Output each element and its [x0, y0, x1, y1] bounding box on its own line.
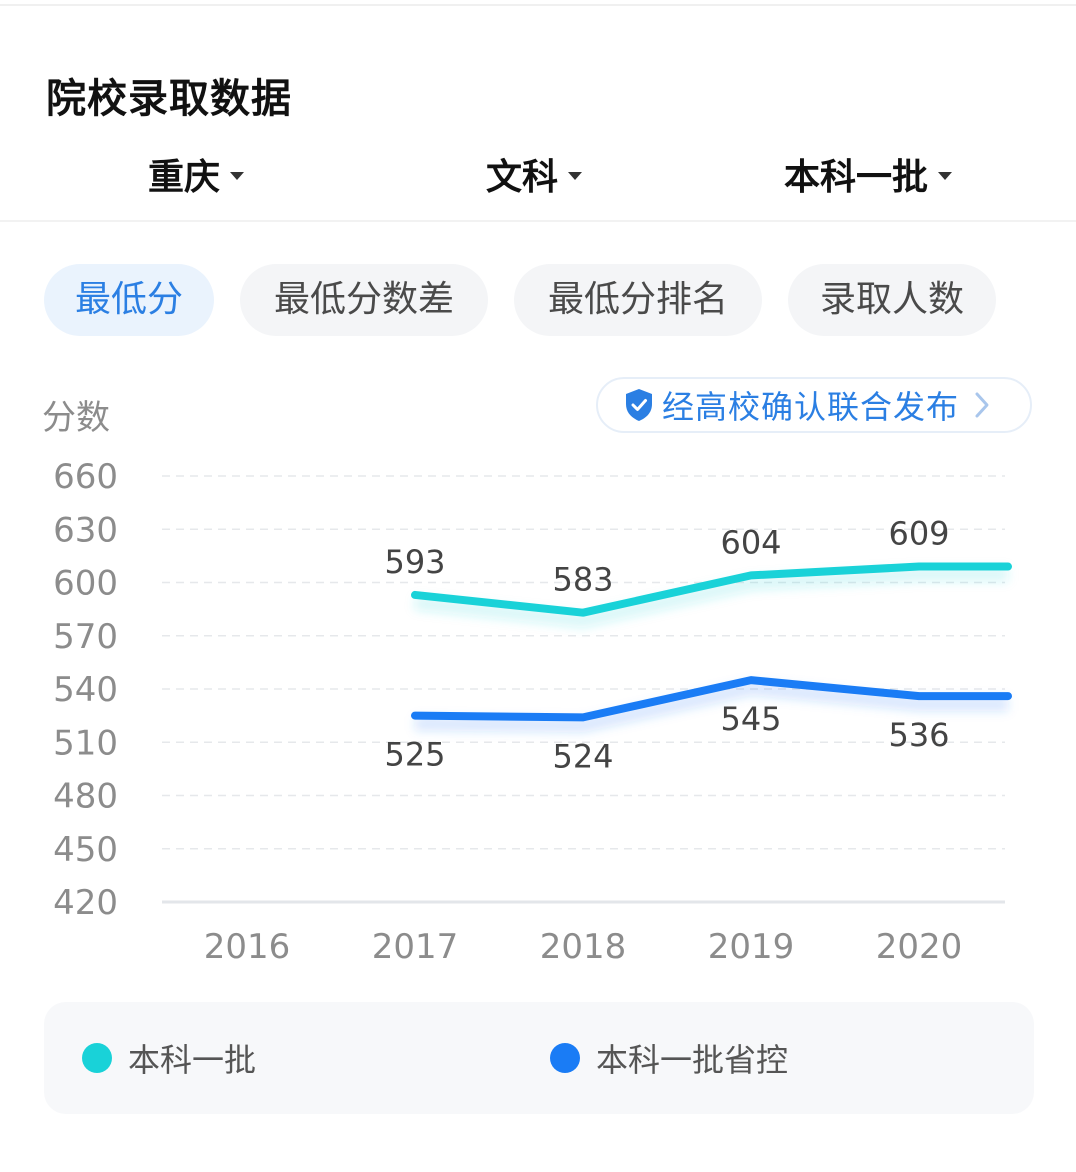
y-tick-label: 450 [53, 830, 118, 870]
filter-bar: 重庆 文科 本科一批 [0, 148, 1076, 204]
batch-dropdown[interactable]: 本科一批 [784, 148, 953, 200]
y-tick-label: 630 [53, 510, 118, 550]
y-tick-label: 480 [53, 777, 118, 817]
caret-down-icon [568, 172, 583, 180]
series-glow [414, 681, 1008, 733]
series-glow [414, 567, 1008, 628]
series-line [411, 676, 1012, 722]
y-axis-title: 分数 [42, 398, 110, 438]
data-label: 525 [384, 736, 445, 774]
x-tick-label: 2019 [708, 927, 795, 967]
caret-down-icon [938, 172, 953, 180]
tab-min-score-rank[interactable]: 最低分排名 [514, 264, 762, 336]
official-release-badge[interactable]: 经高校确认联合发布 [596, 377, 1032, 433]
y-tick-label: 510 [53, 723, 118, 763]
data-label: 593 [384, 543, 445, 581]
data-label: 536 [888, 716, 949, 754]
province-dropdown[interactable]: 重庆 [148, 148, 245, 200]
shield-check-icon [626, 389, 652, 421]
legend-item-batch1[interactable]: 本科一批 [82, 1002, 256, 1114]
legend-label-control-line: 本科一批省控 [596, 1041, 789, 1079]
data-label: 524 [552, 737, 613, 775]
y-tick-label: 420 [53, 883, 118, 923]
tab-min-score-diff[interactable]: 最低分数差 [240, 264, 488, 336]
legend-swatch-control-line [550, 1043, 580, 1073]
caret-down-icon [230, 172, 245, 180]
data-label: 604 [720, 523, 781, 561]
min-score-line-chart: 660 630 600 570 540 510 480 450 420 2016 2017 2018 2… [53, 457, 1012, 967]
legend-item-control-line[interactable]: 本科一批省控 [550, 1002, 788, 1114]
y-tick-label: 600 [53, 564, 118, 604]
chart-legend: 本科一批 本科一批省控 [44, 1002, 1034, 1114]
batch-dropdown-label: 本科一批 [784, 157, 929, 198]
subject-dropdown[interactable]: 文科 [486, 148, 583, 200]
x-tick-label: 2016 [204, 927, 291, 967]
data-label: 583 [552, 561, 613, 599]
legend-swatch-batch1 [82, 1043, 112, 1073]
x-tick-label: 2017 [372, 927, 459, 967]
x-tick-label: 2018 [540, 927, 627, 967]
chevron-right-icon [975, 392, 989, 418]
data-label: 609 [888, 515, 949, 553]
top-divider [0, 4, 1076, 6]
page-title: 院校录取数据 [46, 76, 292, 122]
tab-min-score[interactable]: 最低分 [44, 264, 214, 336]
series-line [411, 562, 1012, 617]
x-tick-label: 2020 [876, 927, 963, 967]
badge-text: 经高校确认联合发布 [662, 388, 960, 426]
y-tick-label: 660 [53, 457, 118, 497]
subject-dropdown-label: 文科 [486, 157, 559, 198]
tab-admission-count[interactable]: 录取人数 [788, 264, 996, 336]
section-divider [0, 220, 1076, 222]
legend-label-batch1: 本科一批 [128, 1041, 257, 1079]
y-tick-label: 540 [53, 670, 118, 710]
y-tick-label: 570 [53, 617, 118, 657]
province-dropdown-label: 重庆 [148, 157, 221, 198]
data-label: 545 [720, 700, 781, 738]
